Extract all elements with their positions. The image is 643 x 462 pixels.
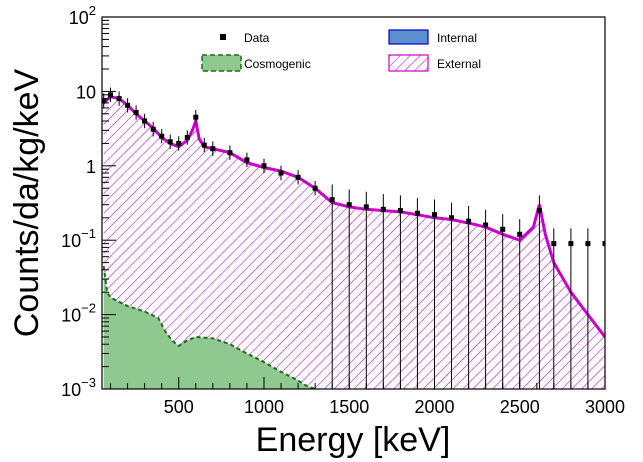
data-point [517,231,523,237]
series-cosmogenic-line [102,265,316,389]
x-tick-label: 2500 [500,397,540,417]
y-tick-labels: 10−3 10−2 10−1 1 10 102 [61,3,96,400]
data-point [536,208,542,214]
series-cosmogenic-area [103,266,316,389]
data-point [551,241,557,247]
data-point [102,98,107,104]
legend-data-marker [220,34,226,40]
y-tick-label: 1 [86,157,96,177]
data-point [568,241,574,247]
data-point [363,204,369,210]
data-point [142,118,148,124]
series-layer [102,87,605,389]
y-axis-title: Counts/da/kg/keV [8,68,46,337]
legend-entry-cosmogenic: Cosmogenic [201,54,311,72]
data-point [397,208,403,214]
y-tick-label: 102 [69,3,96,28]
legend-entry-internal: Internal [388,29,477,45]
data-point [466,218,472,224]
data-point [261,163,267,169]
data-point [210,146,216,152]
legend-label-cosmogenic: Cosmogenic [244,57,311,71]
series-data [102,87,605,389]
data-point [602,241,605,247]
data-point [312,185,318,191]
y-tick-label: 10 [76,82,96,102]
data-point [244,157,250,163]
data-point [346,202,352,208]
y-tick-label: 10−3 [61,375,96,400]
x-tick-label: 3000 [585,397,625,417]
data-point [184,135,190,140]
data-point [159,133,165,139]
legend-label-data: Data [244,31,270,45]
data-point [483,222,489,228]
legend-internal-swatch [388,29,429,45]
series-external-area [103,96,605,389]
legend-label-internal: Internal [437,31,477,45]
x-tick-label: 500 [164,397,194,417]
data-point [133,110,139,115]
data-point [116,96,122,102]
data-point [295,174,301,180]
data-point [500,226,506,232]
plot-frame [101,16,606,390]
legend-entry-data: Data [220,31,270,45]
legend-label-external: External [437,57,481,71]
x-axis-title: Energy [keV] [256,421,451,459]
data-point [108,92,113,98]
data-point [193,114,199,120]
x-tick-labels: 500 1000 1500 2000 2500 3000 [164,397,625,417]
data-point [380,206,386,212]
data-point [278,170,284,176]
data-point [167,139,173,145]
data-point [176,140,182,146]
data-point [150,126,156,132]
ticks-layer [102,16,606,390]
legend: Data Internal Cosmogenic External [201,29,481,72]
data-point [585,241,591,247]
x-tick-label: 1000 [244,397,284,417]
data-point [432,212,437,218]
data-point [449,215,454,221]
x-tick-label: 2000 [414,397,454,417]
data-point [201,142,207,148]
data-point [227,150,233,156]
y-tick-label: 10−1 [61,226,96,251]
data-point [414,210,420,216]
x-tick-label: 1500 [329,397,369,417]
legend-entry-external: External [388,54,481,72]
legend-cosmogenic-swatch [201,54,242,72]
y-tick-label: 10−2 [61,301,96,326]
legend-external-swatch [388,54,429,72]
data-point [329,197,335,203]
data-point [125,102,131,108]
